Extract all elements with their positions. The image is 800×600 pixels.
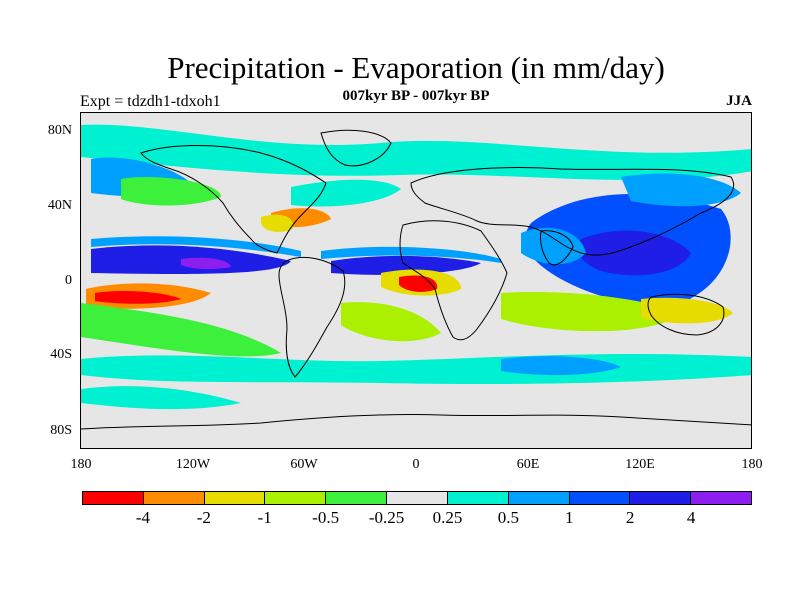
lon-label-180w: 180 [70, 457, 92, 472]
field-north-pacific-2 [121, 177, 221, 206]
field-indian-ocean [501, 291, 681, 332]
field-itcz-pacific-edge [91, 236, 301, 257]
field-itcz-atlantic-edge [321, 246, 501, 263]
coast-africa [399, 220, 508, 341]
field-south-asia [521, 227, 586, 265]
lon-label-120w: 120W [175, 457, 211, 472]
colorbar-swatch [204, 492, 266, 504]
experiment-label: Expt = tdzdh1-tdxoh1 [80, 93, 221, 110]
field-gulf-stream-2 [261, 214, 294, 232]
field-south-atlantic-green [341, 302, 441, 342]
field-southern-ocean-blue [501, 356, 621, 376]
field-south-green [81, 386, 241, 410]
field-itcz-pacific-purple [181, 257, 231, 270]
chart-title: Precipitation - Evaporation (in mm/day) [167, 50, 665, 85]
colorbar-label: -4 [135, 508, 150, 527]
world-map [80, 112, 752, 449]
coast-india [540, 230, 574, 266]
colorbar-label: 1 [565, 508, 574, 527]
field-australia [641, 297, 733, 324]
colorbar-swatch [387, 492, 448, 504]
field-se-pacific-deficit-core [95, 291, 181, 304]
field-southern-ocean [81, 353, 751, 385]
colorbar-swatch [265, 492, 327, 504]
season-label: JJA [726, 93, 752, 109]
colorbar-label: -0.25 [368, 508, 405, 527]
coast-greenland [320, 129, 392, 167]
coast-south-america [278, 256, 346, 378]
field-north-atlantic [291, 179, 401, 207]
colorbar-swatch [83, 492, 144, 504]
lat-label-40s: 40S [50, 347, 72, 362]
colorbar-label: 0.5 [497, 508, 519, 527]
colorbar-label: 2 [625, 508, 635, 527]
colorbar-swatch [691, 492, 751, 504]
lat-label-80n: 80N [47, 123, 72, 138]
lon-label-60e: 60E [516, 457, 540, 472]
colorbar-swatch [447, 492, 509, 504]
lon-label-120e: 120E [625, 457, 655, 472]
colorbar-label: -2 [196, 508, 211, 527]
colorbar [82, 491, 752, 505]
coast-north-america [140, 145, 327, 254]
colorbar-swatch [508, 492, 570, 504]
colorbar-label: -0.5 [312, 508, 340, 527]
lon-label-180e: 180 [741, 457, 763, 472]
field-south-pacific-green [81, 303, 281, 357]
coast-australia [647, 293, 725, 336]
chart-subtitle: 007kyr BP - 007kyr BP [342, 88, 490, 104]
pe-field [81, 124, 751, 410]
field-asia-north [621, 173, 741, 207]
lat-label-0: 0 [65, 273, 72, 288]
colorbar-swatch [569, 492, 631, 504]
field-asia-monsoon-core [577, 230, 691, 276]
lon-label-0: 0 [412, 457, 420, 472]
lat-label-80s: 80S [50, 423, 72, 438]
lon-label-60w: 60W [290, 457, 318, 472]
field-s-atlantic-deficit-core [399, 275, 438, 292]
coast-antarctica [81, 413, 751, 430]
colorbar-swatch [630, 492, 692, 504]
colorbar-label: 4 [686, 508, 696, 527]
lat-label-40n: 40N [47, 198, 72, 213]
map-svg [81, 124, 751, 430]
colorbar-label: -1 [257, 508, 272, 527]
coast-europe-asia [410, 167, 734, 256]
coastlines [81, 129, 751, 430]
colorbar-swatch [143, 492, 205, 504]
colorbar-label: 0.25 [432, 508, 463, 527]
colorbar-swatch [326, 492, 388, 504]
field-north-band [81, 124, 751, 181]
